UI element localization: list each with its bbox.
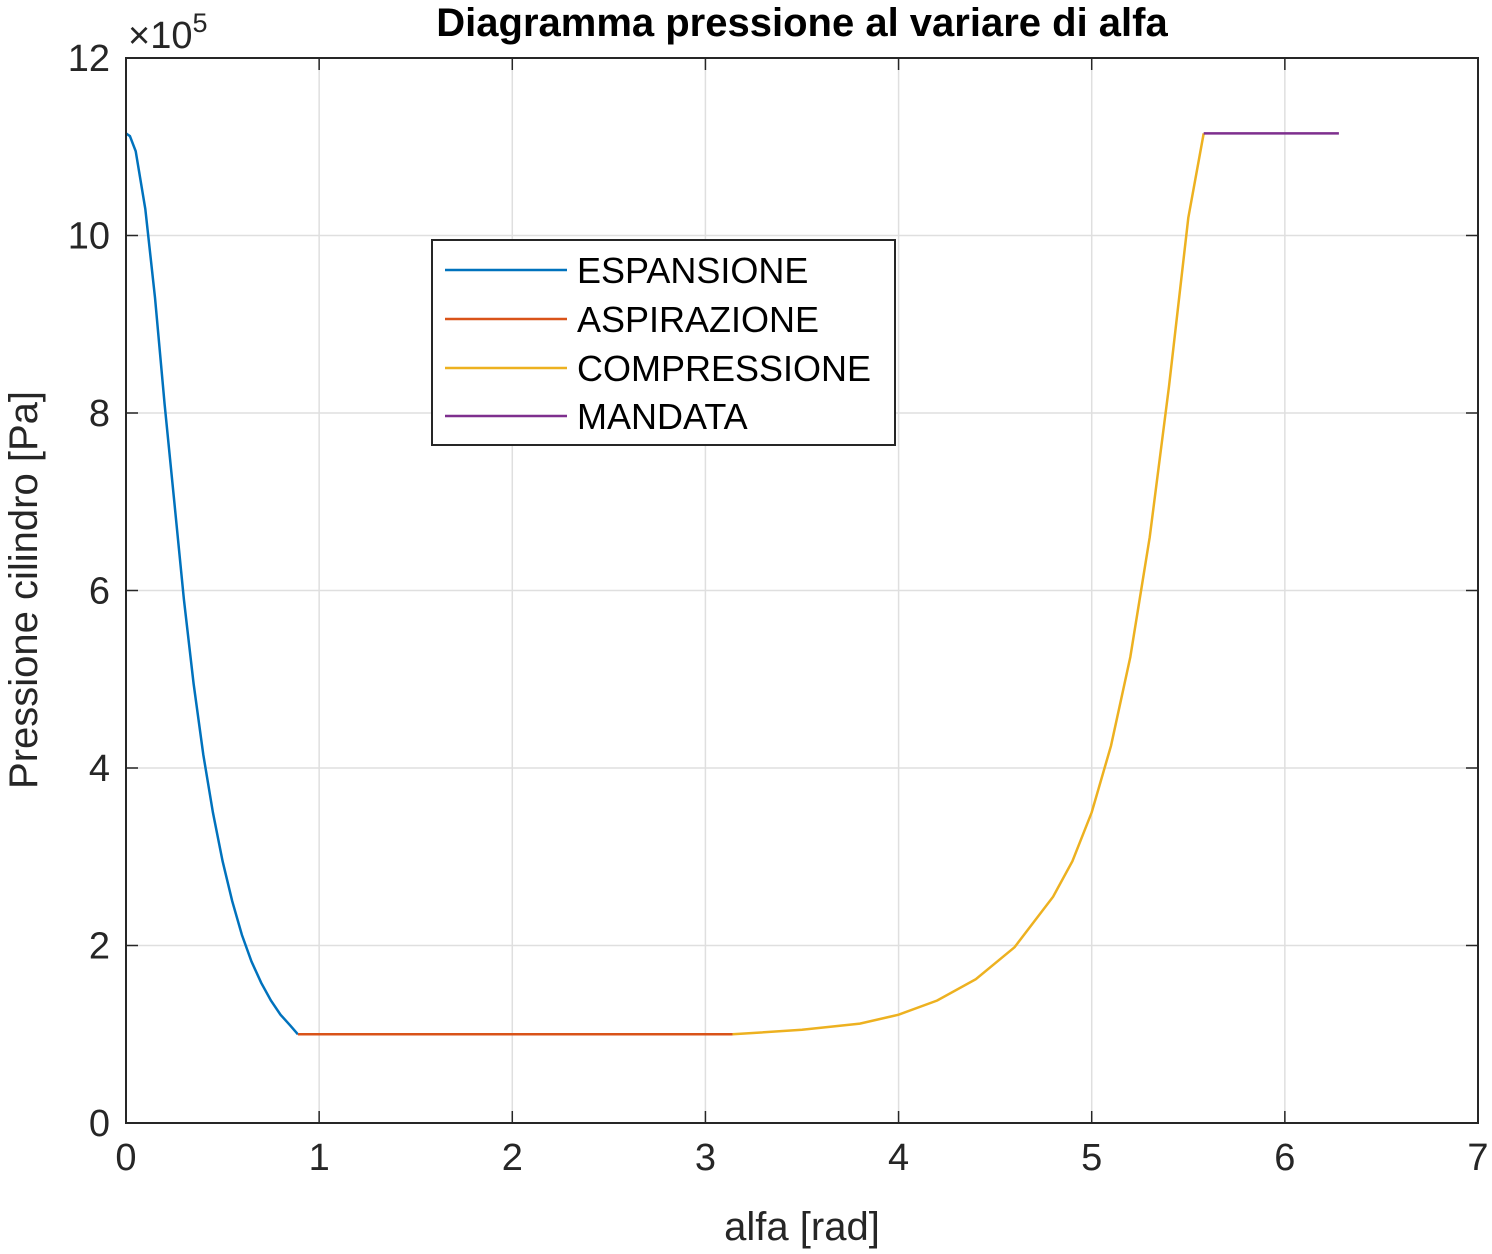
legend-label-aspirazione: ASPIRAZIONE [577, 299, 819, 340]
y-exponent-base: ×10 [128, 15, 192, 57]
legend-label-compressione: COMPRESSIONE [577, 348, 871, 389]
y-tick-label: 6 [89, 571, 110, 613]
x-tick-label: 6 [1274, 1137, 1295, 1179]
y-exponent-label: ×105 [128, 8, 208, 57]
y-tick-label: 2 [89, 926, 110, 968]
chart-title: Diagramma pressione al variare di alfa [436, 1, 1168, 45]
x-tick-label: 4 [888, 1137, 909, 1179]
x-tick-label: 7 [1467, 1137, 1488, 1179]
y-tick-label: 12 [68, 38, 110, 80]
x-tick-label: 0 [115, 1137, 136, 1179]
y-tick-label: 10 [68, 216, 110, 258]
x-tick-label: 2 [502, 1137, 523, 1179]
x-axis-label: alfa [rad] [724, 1205, 880, 1249]
legend-label-mandata: MANDATA [577, 396, 748, 437]
y-axis-label: Pressione cilindro [Pa] [2, 391, 46, 789]
x-tick-label: 5 [1081, 1137, 1102, 1179]
series-line-compressione [732, 133, 1205, 1036]
y-tick-label: 8 [89, 393, 110, 435]
y-tick-label: 0 [89, 1103, 110, 1145]
legend-box [431, 239, 896, 446]
x-tick-label: 3 [695, 1137, 716, 1179]
y-exponent-power: 5 [192, 8, 207, 38]
legend: ESPANSIONE ASPIRAZIONE COMPRESSIONE MAND… [431, 239, 896, 446]
legend-label-espansione: ESPANSIONE [577, 250, 808, 291]
plot-lines [125, 132, 1339, 1036]
x-tick-label: 1 [309, 1137, 330, 1179]
y-tick-label: 4 [89, 748, 110, 790]
grid [126, 58, 1478, 1123]
series-line-espansione [125, 132, 299, 1036]
